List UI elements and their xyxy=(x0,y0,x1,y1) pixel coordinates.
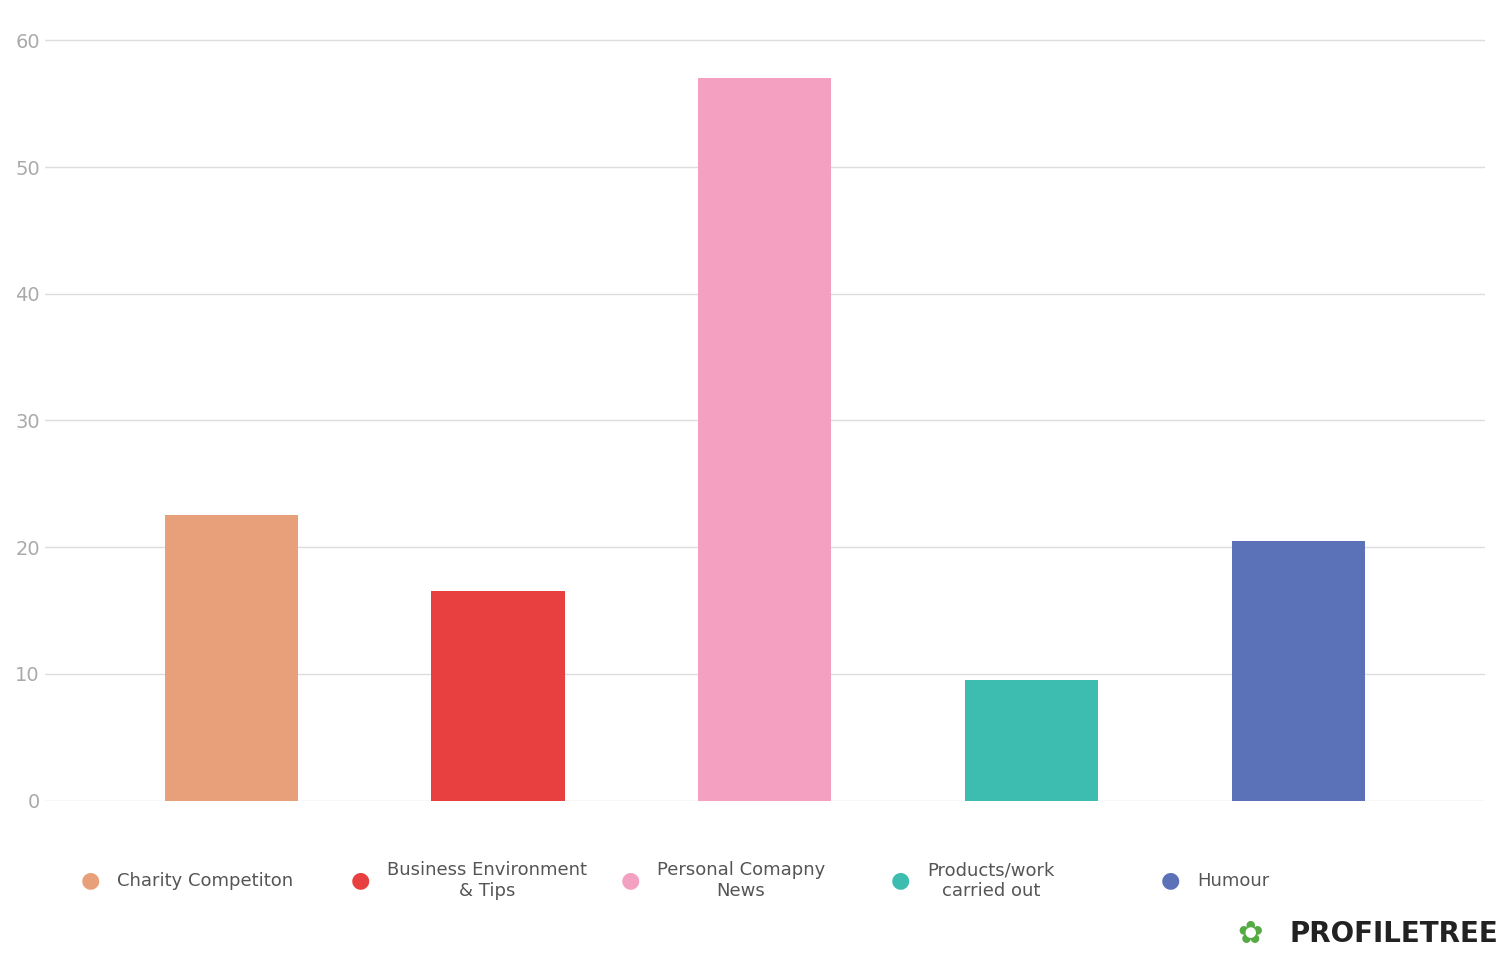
Text: Personal Comapny
News: Personal Comapny News xyxy=(657,861,825,900)
Text: ✿: ✿ xyxy=(1238,919,1263,949)
Bar xyxy=(165,516,298,801)
Text: Products/work
carried out: Products/work carried out xyxy=(927,861,1054,900)
Text: ●: ● xyxy=(621,871,639,890)
Text: ●: ● xyxy=(1161,871,1179,890)
Bar xyxy=(432,592,566,801)
Text: Charity Competiton: Charity Competiton xyxy=(117,872,292,889)
Text: ●: ● xyxy=(891,871,909,890)
Text: ●: ● xyxy=(81,871,99,890)
Text: PROFILETREE: PROFILETREE xyxy=(1290,920,1498,948)
Bar xyxy=(1232,541,1365,801)
Bar xyxy=(698,79,831,801)
Text: Humour: Humour xyxy=(1197,872,1269,889)
Text: Business Environment
& Tips: Business Environment & Tips xyxy=(387,861,586,900)
Bar xyxy=(964,680,1098,801)
Text: ●: ● xyxy=(351,871,369,890)
